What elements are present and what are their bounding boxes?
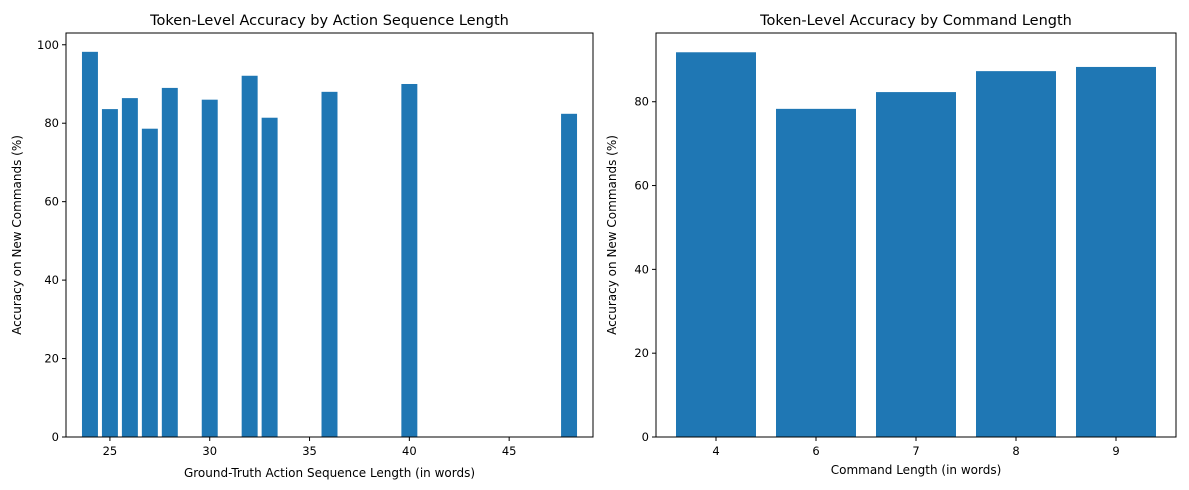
bar (401, 83, 418, 437)
bar (161, 87, 178, 437)
x-tick-label: 8 (1012, 444, 1019, 458)
x-tick-label: 40 (402, 444, 417, 458)
y-tick-label: 40 (44, 273, 59, 287)
bar (876, 92, 956, 438)
x-tick-label: 30 (202, 444, 217, 458)
y-tick-label: 0 (642, 430, 649, 444)
y-tick-label: 60 (44, 195, 59, 209)
bars (81, 51, 578, 438)
bars (676, 52, 1156, 438)
x-tick-label: 4 (712, 444, 719, 458)
x-axis-label: Ground-Truth Action Sequence Length (in … (184, 466, 475, 480)
y-tick-label: 80 (44, 116, 59, 130)
bar (1076, 66, 1156, 438)
y-tick-label: 20 (634, 346, 649, 360)
y-axis-label: Accuracy on New Commands (%) (10, 135, 24, 335)
y-axis-label: Accuracy on New Commands (%) (605, 135, 619, 335)
y-tick-label: 20 (44, 352, 59, 366)
bar (201, 99, 218, 437)
x-ticks: 25 30 35 40 45 (103, 437, 517, 458)
y-ticks: 0 20 40 60 80 (634, 95, 656, 444)
x-tick-label: 35 (302, 444, 317, 458)
bar (121, 98, 138, 437)
y-tick-label: 100 (37, 38, 59, 52)
y-ticks: 0 20 40 60 80 100 (37, 38, 66, 444)
bar (321, 91, 338, 437)
x-tick-label: 9 (1112, 444, 1119, 458)
bar (561, 113, 578, 438)
y-tick-label: 40 (634, 262, 649, 276)
bar (776, 108, 856, 438)
x-tick-label: 7 (912, 444, 919, 458)
bar (141, 128, 158, 438)
chart-title: Token-Level Accuracy by Command Length (759, 13, 1072, 29)
x-tick-label: 6 (812, 444, 819, 458)
chart-title: Token-Level Accuracy by Action Sequence … (149, 13, 509, 29)
x-tick-label: 25 (103, 444, 118, 458)
x-tick-label: 45 (502, 444, 517, 458)
x-axis-label: Command Length (in words) (831, 463, 1002, 477)
bar (976, 71, 1056, 437)
y-tick-label: 80 (634, 95, 649, 109)
chart-action-sequence-length: Token-Level Accuracy by Action Sequence … (10, 13, 594, 480)
bar (676, 52, 756, 437)
y-tick-label: 60 (634, 179, 649, 193)
bar (101, 109, 118, 437)
bar (261, 117, 278, 438)
plot-frame (65, 32, 594, 438)
bar (81, 51, 98, 438)
bar (241, 75, 258, 438)
chart-command-length: Token-Level Accuracy by Command Length 4… (605, 13, 1177, 477)
y-tick-label: 0 (52, 430, 59, 444)
x-ticks: 4 6 7 8 9 (712, 437, 1120, 458)
